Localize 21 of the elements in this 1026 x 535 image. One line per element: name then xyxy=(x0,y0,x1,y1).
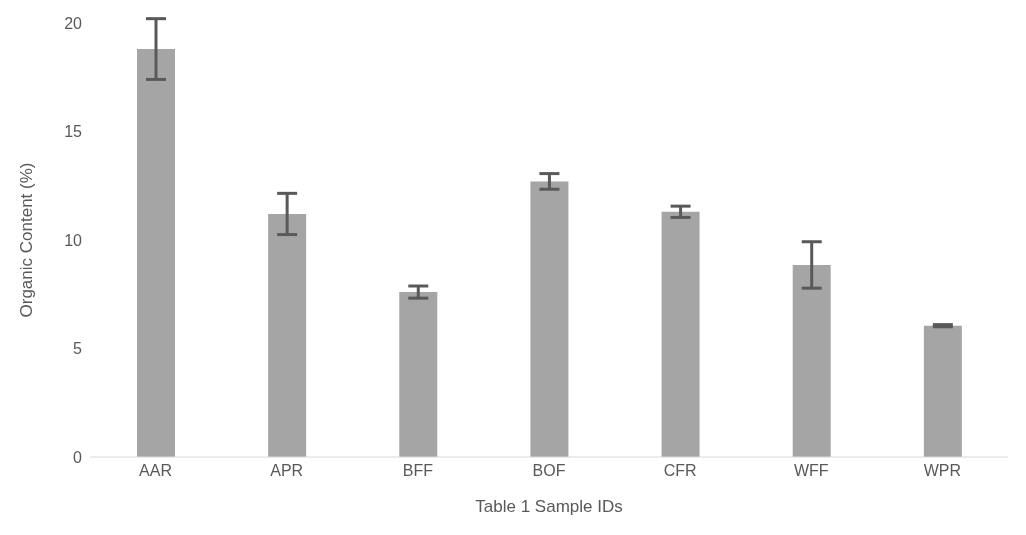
bar xyxy=(137,49,175,457)
bar xyxy=(792,264,831,457)
y-tick-label: 20 xyxy=(64,14,83,32)
x-axis-title: Table 1 Sample IDs xyxy=(475,497,623,516)
x-tick-label: BOF xyxy=(532,462,566,480)
bar xyxy=(530,181,569,457)
y-tick-label: 15 xyxy=(64,123,83,141)
x-tick-label: WFF xyxy=(793,462,829,480)
bar xyxy=(268,213,307,457)
y-tick-label: 0 xyxy=(73,448,83,466)
x-tick-label: BFF xyxy=(402,462,434,480)
x-tick-label: APR xyxy=(270,462,304,480)
y-axis-title: Organic Content (%) xyxy=(17,162,37,318)
y-tick-label: 5 xyxy=(73,340,83,358)
y-tick-label: 10 xyxy=(64,231,83,249)
bar xyxy=(661,211,700,457)
bar xyxy=(923,325,962,457)
bar xyxy=(399,292,438,457)
x-tick-label: WPR xyxy=(923,462,962,480)
x-tick-label: CFR xyxy=(663,462,697,480)
x-tick-label: AAR xyxy=(139,462,173,480)
